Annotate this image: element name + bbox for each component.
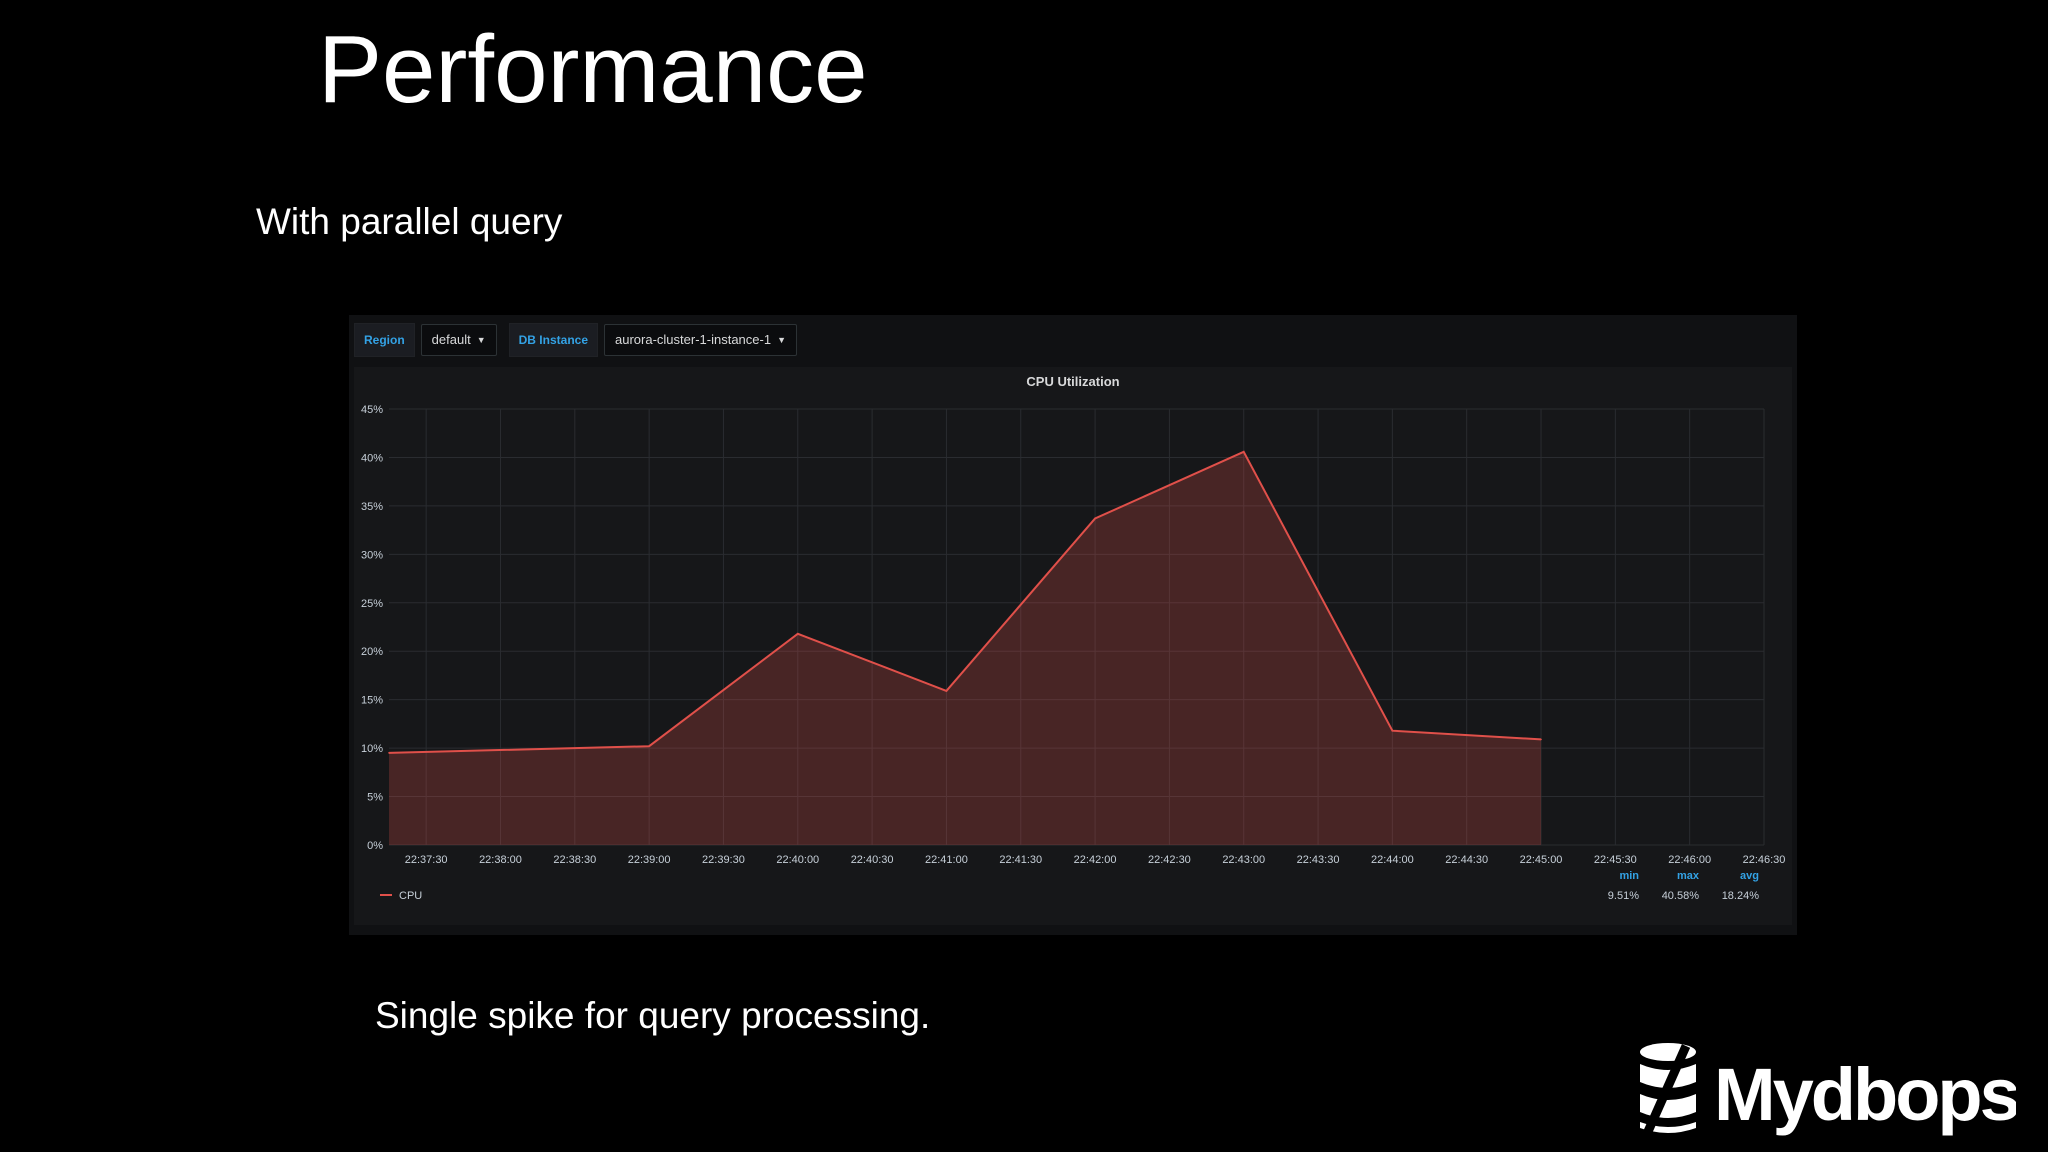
region-label: Region [354,323,415,357]
x-tick-label: 22:38:00 [479,854,522,866]
y-tick-label: 15% [361,695,383,707]
data-point [1094,517,1096,520]
y-tick-label: 20% [361,646,383,658]
legend-stat-value: 9.51% [1608,890,1639,902]
x-tick-label: 22:44:00 [1371,854,1414,866]
data-point [945,690,948,692]
legend-stat-header: avg [1740,870,1759,882]
chevron-down-icon: ▼ [777,335,786,345]
legend-series-label: CPU [399,890,422,902]
logo-text: Mydbops [1714,1053,2016,1136]
mydbops-logo: Mydbops [1636,1042,2022,1138]
db-instance-label: DB Instance [508,323,598,357]
x-tick-label: 22:46:30 [1743,854,1786,866]
variables-toolbar: Region default ▼ DB Instance aurora-clus… [354,323,803,357]
x-tick-label: 22:37:30 [405,854,448,866]
y-tick-label: 40% [361,452,383,464]
y-tick-label: 5% [367,792,383,804]
slide-title: Performance [318,16,868,123]
db-instance-select[interactable]: aurora-cluster-1-instance-1 ▼ [604,324,797,356]
x-tick-label: 22:45:30 [1594,854,1637,866]
x-tick-label: 22:42:30 [1148,854,1191,866]
x-tick-label: 22:44:30 [1445,854,1488,866]
legend-stat-value: 18.24% [1722,890,1760,902]
x-tick-label: 22:39:00 [628,854,671,866]
region-select[interactable]: default ▼ [420,324,497,356]
y-tick-label: 35% [361,501,383,513]
db-instance-value: aurora-cluster-1-instance-1 [615,332,772,347]
cpu-utilization-chart: CPU Utilization 0% 5% 10% 15% 20% 25% 30% 35% 40… [361,374,1786,902]
x-tick-label: 22:43:00 [1222,854,1265,866]
x-tick-label: 22:43:30 [1297,854,1340,866]
chart-title: CPU Utilization [1026,374,1119,389]
y-tick-label: 30% [361,549,383,561]
slide-subtitle: With parallel query [256,201,563,242]
data-point [388,752,390,754]
y-tick-label: 0% [367,840,383,852]
data-point [648,745,650,747]
x-tick-label: 22:39:30 [702,854,745,866]
legend-stat-header: min [1619,870,1639,882]
y-tick-label: 45% [361,404,383,416]
x-tick-label: 22:42:00 [1074,854,1117,866]
legend-stat-header: max [1677,870,1700,882]
x-tick-label: 22:45:00 [1520,854,1563,866]
y-tick-label: 10% [361,743,383,755]
x-tick-label: 22:40:00 [776,854,819,866]
data-point [1391,729,1394,732]
data-point [1242,451,1245,453]
series-area [389,451,1541,845]
data-point [1540,738,1542,741]
x-tick-label: 22:41:30 [999,854,1042,866]
slide-caption: Single spike for query processing. [375,995,931,1036]
dashboard: Region default ▼ DB Instance aurora-clus… [349,315,1797,935]
series-line [388,450,1542,754]
x-tick-label: 22:38:30 [553,854,596,866]
x-tick-label: 22:46:00 [1668,854,1711,866]
legend-stat-value: 40.58% [1662,890,1700,902]
y-tick-label: 25% [361,598,383,610]
region-value: default [431,332,471,347]
cpu-utilization-panel: CPU Utilization 0% 5% 10% 15% 20% 25% 30% 35% 40… [354,367,1792,925]
x-tick-label: 22:40:30 [851,854,894,866]
chevron-down-icon: ▼ [476,335,486,345]
data-point [796,632,799,635]
x-tick-label: 22:41:00 [925,854,968,866]
